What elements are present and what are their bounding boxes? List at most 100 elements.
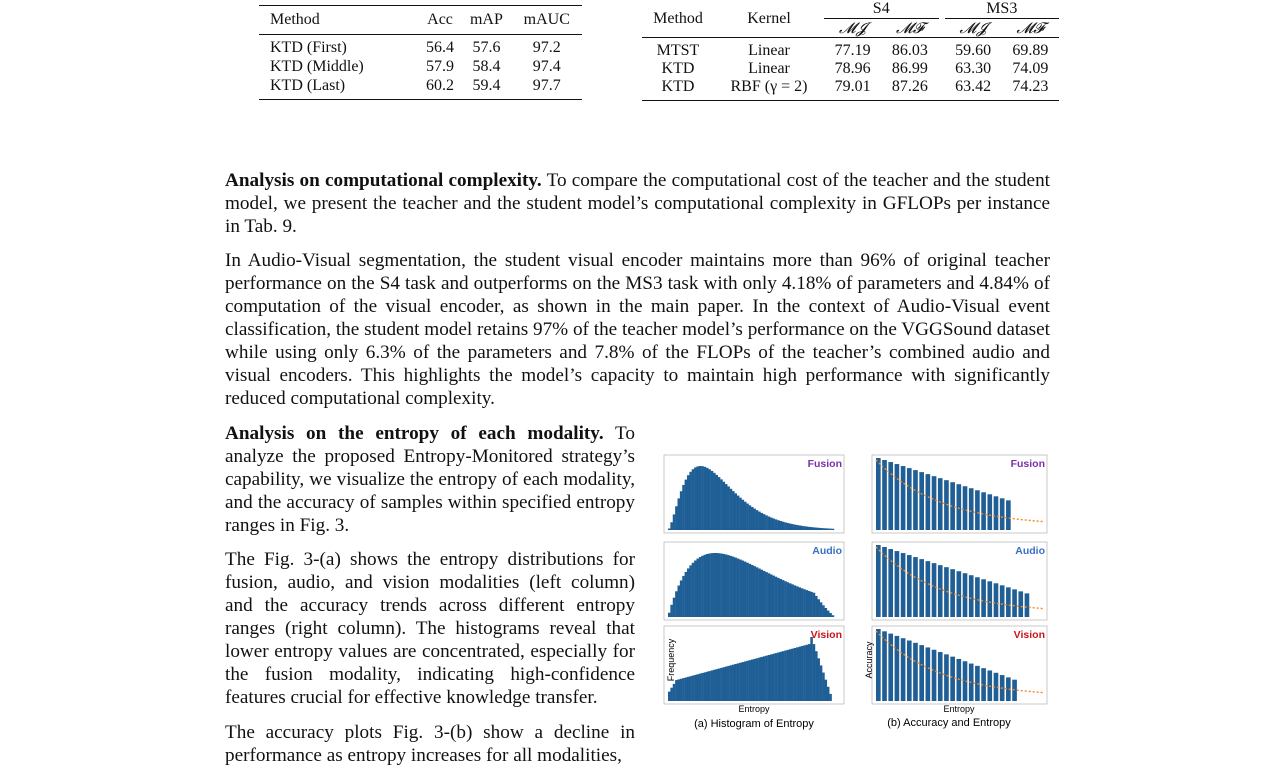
histogram-bar [810, 637, 813, 701]
cell: 86.03 [891, 42, 928, 59]
histogram-bar [689, 471, 692, 530]
histogram-bar [784, 522, 787, 530]
histogram-bar [729, 555, 733, 617]
accuracy-bar [950, 656, 955, 701]
accuracy-bar [925, 474, 931, 530]
histogram-bar [788, 583, 792, 617]
x-axis-label: Entropy [738, 704, 770, 714]
cell: KTD (First) [270, 39, 347, 56]
histogram-bar [760, 656, 764, 701]
histogram-bar [708, 469, 711, 530]
group-header-s4: S4 [824, 0, 939, 19]
cell: KTD (Middle) [270, 58, 364, 75]
paragraph-figure-a: The Fig. 3-(a) shows the entropy distrib… [225, 549, 635, 708]
histogram-bar [743, 501, 747, 530]
cell: 97.7 [532, 77, 561, 94]
histogram-bar [824, 528, 828, 530]
histogram-bar [765, 655, 768, 701]
histogram-bar [677, 585, 681, 617]
histogram-bar [710, 470, 714, 530]
cell: 63.30 [955, 60, 992, 77]
histogram-bar [703, 672, 707, 701]
histogram-bar [831, 615, 835, 617]
cell: KTD (Last) [270, 77, 346, 94]
sub-header: 𝓜𝓙 [959, 19, 987, 37]
histogram-bar [720, 479, 723, 530]
histogram-bar [793, 647, 797, 701]
histogram-bar [724, 484, 728, 530]
histogram-bar [824, 608, 828, 617]
histogram-bar [767, 573, 771, 617]
histogram-bar [812, 644, 816, 701]
histogram-bar [720, 553, 723, 617]
accuracy-bar [1006, 500, 1011, 530]
histogram-bar [713, 669, 716, 701]
histogram-bar [682, 575, 685, 617]
histogram-bar [772, 518, 775, 530]
accuracy-bar [919, 645, 924, 701]
accuracy-bar [962, 661, 968, 701]
histogram-bar [732, 664, 735, 701]
cell: 69.89 [1012, 42, 1049, 59]
histogram-bar [798, 646, 801, 701]
histogram-bar [758, 511, 761, 530]
histogram-bar [803, 526, 806, 530]
histogram-bar [784, 650, 787, 701]
paragraph-heading: Analysis on computational complexity. [225, 170, 542, 191]
accuracy-bar [937, 565, 943, 617]
histogram-bar [748, 563, 752, 617]
histogram-bar [727, 665, 730, 701]
histogram-bar [767, 516, 771, 530]
histogram-bar [822, 672, 825, 701]
accuracy-bar [906, 468, 912, 530]
histogram-bar [755, 510, 759, 530]
histogram-bar [784, 581, 787, 617]
histogram-bar [805, 644, 809, 701]
histogram-bar [686, 568, 690, 617]
histogram-bar [734, 493, 737, 530]
accuracy-bar [1006, 677, 1011, 701]
histogram-bar [675, 591, 678, 617]
histogram-bar [786, 649, 790, 701]
histogram-bar [817, 527, 820, 530]
y-axis-label: Accuracy [864, 641, 874, 679]
histogram-bar [769, 574, 773, 617]
histogram-bar [668, 528, 671, 530]
x-axis-label: Entropy [943, 704, 975, 714]
accuracy-bar [981, 492, 986, 530]
histogram-bar [703, 554, 707, 617]
accuracy-bar [906, 555, 912, 617]
accuracy-bar [1018, 591, 1024, 617]
col-header: mAUC [523, 10, 570, 28]
accuracy-bar [925, 647, 931, 701]
histogram-bar [677, 498, 681, 530]
histogram-bar [791, 648, 794, 701]
histogram-bar [760, 569, 764, 617]
paragraph-av-segmentation: In Audio-Visual segmentation, the studen… [225, 250, 1050, 409]
paragraph-body: To compare the computational cost of the… [225, 170, 1050, 237]
accuracy-bar [888, 549, 894, 617]
histogram-bar [710, 670, 714, 701]
histogram-bar [746, 660, 749, 701]
histogram-bar [779, 579, 783, 617]
histogram-bar [670, 522, 673, 530]
histogram-bar [698, 466, 702, 530]
histogram-bar [696, 558, 700, 617]
histogram-bar [810, 591, 813, 617]
cell: 77.19 [834, 42, 871, 59]
histogram-bar [815, 527, 818, 530]
cell: 57.6 [472, 39, 501, 56]
table-row: KTD (First) 56.4 57.6 97.2 [259, 39, 582, 58]
histogram-bar [777, 577, 780, 617]
histogram-bar [791, 524, 794, 530]
histogram-bar [796, 525, 799, 530]
accuracy-bar [894, 635, 900, 701]
histogram-bar [760, 512, 764, 530]
accuracy-bar [944, 480, 949, 530]
histogram-bar [739, 497, 742, 530]
sub-header: 𝓜𝓕 [895, 19, 924, 37]
histogram-bar [670, 604, 673, 617]
accuracy-bar [975, 490, 980, 530]
accuracy-bar [894, 551, 900, 617]
histogram-bar [824, 679, 828, 701]
